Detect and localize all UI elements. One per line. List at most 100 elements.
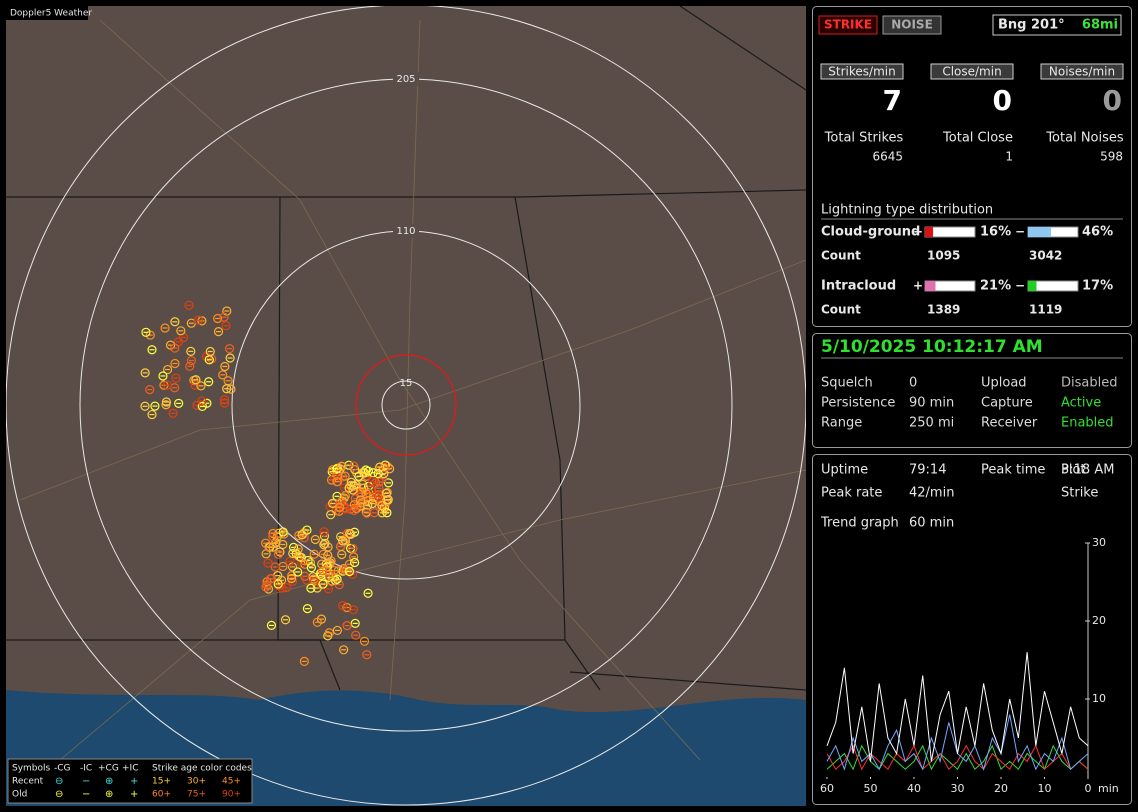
x-tick-label: 20 (994, 782, 1008, 795)
legend-symbol: + (130, 789, 138, 800)
strike-symbol (342, 602, 352, 613)
setting-label: Upload (981, 376, 1027, 391)
strike-symbol (312, 617, 322, 627)
strike-symbol (158, 371, 168, 381)
strike-symbol (141, 327, 151, 337)
distribution-title: Lightning type distribution (821, 203, 993, 218)
strike-symbol (368, 476, 378, 486)
setting-value: Active (1061, 396, 1101, 411)
strike-symbol (332, 625, 342, 636)
strike-symbol (302, 604, 313, 614)
strike-symbol (319, 527, 329, 537)
strike-symbol (202, 398, 212, 408)
legend: Symbols -CG -IC +CG +IC Strike age color… (7, 758, 253, 804)
stat-text: Peak time (981, 463, 1045, 478)
strike-symbol (305, 558, 315, 568)
count-value: 1389 (927, 303, 960, 317)
strike-symbol (275, 547, 285, 557)
strike-symbol (266, 620, 277, 630)
distance: 68mi (1082, 18, 1118, 33)
strike-symbol (145, 385, 155, 395)
strike-symbol (170, 358, 180, 369)
strike-symbol (359, 636, 370, 646)
strike-symbol (338, 601, 348, 611)
strike-symbol (350, 618, 360, 628)
strike-symbol (261, 538, 271, 548)
strike-symbol (196, 381, 206, 391)
strike-symbol (185, 361, 195, 371)
strike-symbol (363, 466, 373, 476)
strike-symbol (226, 384, 236, 394)
legend-box (7, 758, 253, 804)
strike-symbol (362, 650, 372, 660)
strike-symbol (328, 465, 338, 475)
strike-symbol (299, 656, 309, 667)
strike-symbol (367, 498, 377, 509)
noise-button[interactable] (882, 15, 942, 35)
map-background (6, 6, 806, 806)
strike-symbol (310, 534, 320, 545)
strike-symbol (150, 401, 160, 411)
pct-label: 16% (980, 225, 1011, 240)
y-tick-label: 20 (1092, 614, 1106, 627)
x-tick-label: 30 (951, 782, 965, 795)
strike-symbol (285, 556, 295, 567)
strike-symbol (220, 361, 230, 372)
strike-symbol (342, 621, 352, 631)
bearing: Bng 201° (998, 18, 1065, 33)
strike-symbol (299, 528, 309, 538)
pct-bar (1028, 227, 1051, 237)
setting-label: Range (821, 416, 862, 431)
datetime: 5/10/2025 10:12:17 AM (821, 337, 1043, 357)
strike-symbol (147, 345, 157, 355)
setting-label: Squelch (821, 376, 873, 391)
strike-button[interactable] (818, 15, 878, 35)
map-panel: 205 110 15 Doppler5 Weather Symbols -CG … (6, 6, 806, 806)
strike-symbol (302, 525, 312, 535)
strike-symbol (332, 477, 342, 487)
noise-button-label[interactable]: NOISE (891, 18, 933, 32)
ring-label: 110 (396, 226, 415, 237)
pct-bar (925, 227, 933, 237)
strike-symbol (339, 645, 349, 655)
trend-value: 60 min (909, 516, 954, 531)
stat-text: 3:18 AM (1061, 463, 1114, 478)
strike-symbol (357, 497, 367, 508)
strike-symbol (270, 562, 280, 572)
legend-symbol: ⊕ (105, 789, 113, 800)
total-label: Total Close (942, 131, 1013, 146)
strike-symbol (294, 530, 304, 541)
legend-text: -IC (80, 764, 92, 774)
stat-text: Peak rate (821, 486, 882, 501)
strike-symbol (266, 574, 277, 584)
stat-text: Plot (1061, 463, 1086, 478)
strike-symbol (219, 312, 229, 322)
strike-symbol (306, 583, 316, 593)
total-value: 6645 (872, 150, 903, 164)
legend-text: Old (12, 790, 27, 800)
strike-symbol (361, 489, 371, 499)
pct-bar (1028, 281, 1037, 291)
strike-symbol (190, 380, 200, 390)
strike-symbol (204, 377, 214, 387)
strike-symbol (160, 323, 170, 333)
type-label: Intracloud (821, 279, 896, 294)
strike-symbol (299, 533, 309, 543)
strike-symbol (286, 573, 297, 584)
strike-symbol (337, 461, 347, 471)
strike-symbol (197, 396, 207, 406)
pct-label: 17% (1082, 279, 1113, 294)
count-value: 3042 (1029, 249, 1062, 263)
strike-symbol (332, 574, 342, 584)
x-tick-label: 10 (1038, 782, 1052, 795)
x-tick-label: 40 (907, 782, 921, 795)
total-label: Total Strikes (824, 131, 904, 146)
rate-value: 0 (1103, 84, 1122, 117)
total-label: Total Noises (1045, 131, 1124, 146)
strike-button-label[interactable]: STRIKE (824, 18, 872, 32)
strike-symbol (350, 557, 360, 568)
strike-symbol (344, 566, 355, 577)
strike-symbol (342, 565, 353, 576)
total-value: 598 (1100, 150, 1123, 164)
